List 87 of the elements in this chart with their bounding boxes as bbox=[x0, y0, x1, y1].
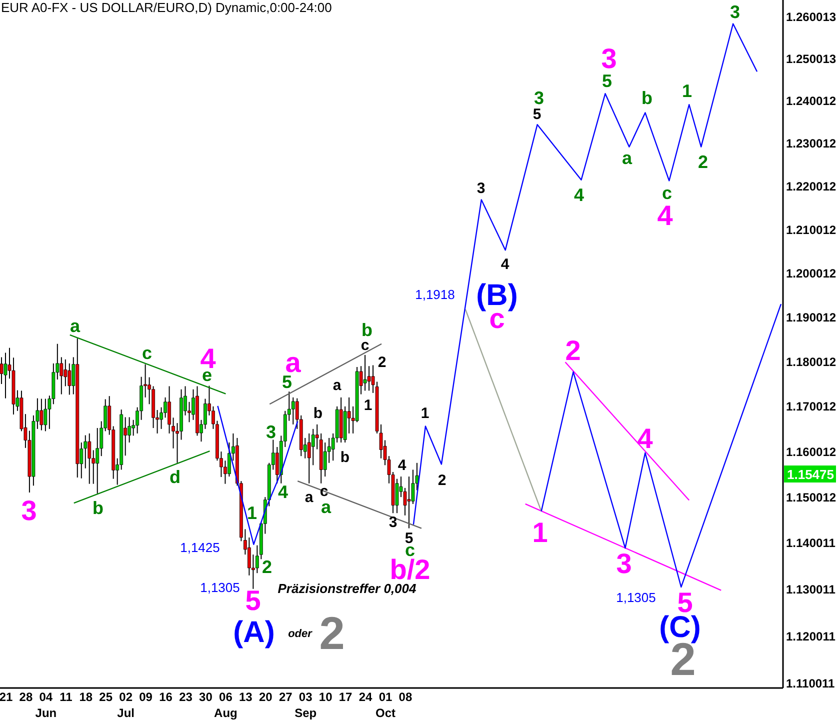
annotation: 5 bbox=[282, 372, 292, 392]
x-tick-label: 04 Jun bbox=[35, 690, 57, 720]
annotation: 4 bbox=[574, 185, 584, 205]
annotation: 3 bbox=[601, 42, 617, 74]
y-tick-label: 1.180012 bbox=[786, 354, 836, 369]
annotation: 1,1918 bbox=[415, 286, 455, 302]
annotation: b bbox=[92, 498, 104, 518]
annotation: c bbox=[142, 343, 152, 363]
annotation: 1,1305 bbox=[616, 590, 656, 604]
annotation: 2 bbox=[565, 334, 581, 366]
annotation: 1 bbox=[682, 81, 692, 101]
x-tick-label: 24 bbox=[358, 690, 373, 704]
x-tick-label: 11 bbox=[60, 690, 73, 704]
y-tick-label: 1.190012 bbox=[786, 310, 836, 324]
x-tick-label: 06 Aug bbox=[214, 690, 238, 720]
annotation: a bbox=[332, 376, 342, 394]
y-tick-label: 1.170012 bbox=[786, 400, 836, 414]
y-tick-label: 1.250013 bbox=[786, 52, 836, 66]
x-tick-label: 03 Sep bbox=[294, 690, 317, 720]
annotation: a bbox=[622, 148, 633, 168]
annotation: 1 bbox=[420, 404, 430, 422]
annotation: 3 bbox=[388, 514, 398, 530]
annotation: 1 bbox=[364, 396, 372, 414]
x-tick-label: 08 bbox=[398, 690, 412, 704]
y-tick-label: 1.150012 bbox=[786, 490, 836, 504]
annotation: 5 bbox=[602, 71, 612, 91]
annotation: 1,1425 bbox=[180, 540, 220, 554]
y-tick-label: 1.260013 bbox=[786, 10, 836, 24]
x-tick-label: 18 bbox=[79, 690, 93, 704]
y-tick-label: 1.120011 bbox=[786, 629, 836, 644]
annotation: 3 bbox=[534, 88, 544, 108]
annotation: a bbox=[320, 497, 332, 517]
x-tick-label: 30 bbox=[199, 690, 213, 704]
x-tick-label: 28 bbox=[19, 690, 33, 704]
x-tick-label: 17 bbox=[338, 690, 353, 704]
y-tick-label: 1.230012 bbox=[786, 136, 836, 151]
annotation: (A) bbox=[233, 616, 275, 648]
annotation: 4 bbox=[398, 456, 407, 474]
annotation: 5 bbox=[245, 584, 261, 616]
y-tick-label: 1.130011 bbox=[786, 582, 836, 597]
annotation: d bbox=[170, 467, 180, 487]
candlestick bbox=[407, 476, 411, 528]
x-tick-label: 21 bbox=[0, 690, 13, 704]
annotation: b bbox=[340, 448, 350, 466]
x-tick-label: 13 bbox=[239, 690, 253, 704]
y-tick-label: 1.210012 bbox=[786, 222, 836, 237]
x-tick-label: 10 bbox=[318, 690, 333, 704]
x-tick-label: 01 Oct bbox=[376, 690, 396, 720]
text: 1.15475 bbox=[787, 466, 834, 482]
annotation: 2 bbox=[698, 152, 708, 172]
y-tick-label: 1.220012 bbox=[786, 180, 836, 194]
annotation: 1 bbox=[532, 516, 548, 548]
annotation: 3 bbox=[476, 180, 486, 196]
annotation: a bbox=[70, 316, 81, 336]
annotation: 2 bbox=[438, 472, 446, 488]
annotation: 4 bbox=[637, 422, 654, 454]
annotation: a bbox=[304, 488, 314, 506]
x-tick-label: 02 Jul bbox=[117, 690, 135, 720]
x-tick-label: 23 bbox=[179, 690, 193, 704]
x-tick-label: 27 bbox=[278, 690, 293, 704]
annotation: 2 bbox=[378, 354, 386, 370]
annotation: 2 bbox=[319, 607, 345, 659]
annotation: 2 bbox=[262, 557, 272, 577]
annotation: 3 bbox=[266, 422, 276, 442]
annotation: 3 bbox=[730, 2, 740, 22]
y-tick-label: 1.240012 bbox=[786, 94, 836, 108]
annotation: 3 bbox=[21, 494, 37, 526]
annotation: 5 bbox=[532, 106, 542, 122]
y-tick-label: 1.110011 bbox=[786, 676, 836, 690]
annotation: (B) bbox=[476, 278, 518, 312]
chart-title: EUR A0-FX - US DOLLAR/EURO,D) Dynamic,0:00-24:00 bbox=[1, 0, 332, 15]
annotation: b bbox=[642, 88, 652, 108]
annotation: 4 bbox=[278, 482, 288, 502]
annotation: 4 bbox=[500, 256, 510, 272]
x-tick-label: 20 bbox=[258, 690, 273, 704]
annotation: 1 bbox=[246, 503, 258, 523]
y-tick-label: 1.160012 bbox=[786, 444, 836, 459]
x-tick-label: 16 bbox=[159, 690, 173, 704]
annotation: 3 bbox=[616, 548, 632, 578]
y-tick-label: 1.200012 bbox=[786, 266, 836, 280]
x-tick-label: 09 bbox=[139, 690, 153, 704]
y-tick-label: 1.140011 bbox=[786, 536, 836, 550]
x-tick-label: 25 bbox=[99, 690, 113, 704]
annotation: Präzisionstreffer 0,004 bbox=[278, 580, 418, 596]
annotation: b bbox=[313, 404, 323, 422]
annotation: oder bbox=[288, 628, 313, 640]
annotation: 1,1305 bbox=[200, 580, 240, 594]
